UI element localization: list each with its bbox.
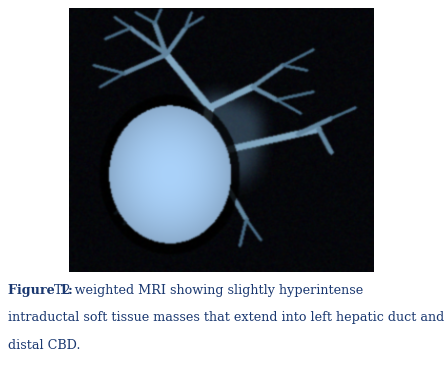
Text: Figure 1:: Figure 1:: [8, 284, 73, 297]
Text: intraductal soft tissue masses that extend into left hepatic duct and: intraductal soft tissue masses that exte…: [8, 311, 444, 324]
Text: distal CBD.: distal CBD.: [8, 339, 80, 352]
Text: T2 weighted MRI showing slightly hyperintense: T2 weighted MRI showing slightly hyperin…: [46, 284, 363, 297]
